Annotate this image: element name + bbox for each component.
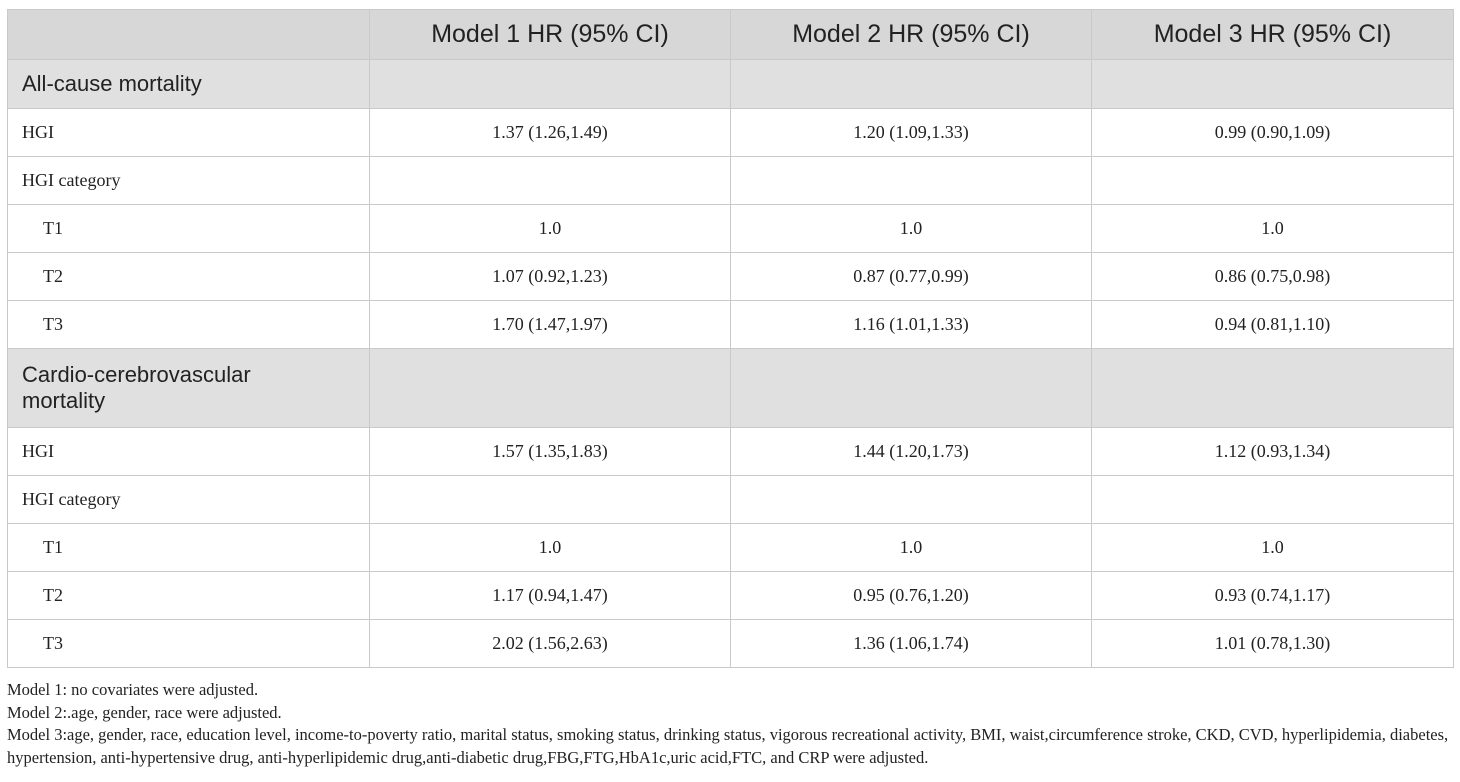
table-row: HGI 1.57 (1.35,1.83) 1.44 (1.20,1.73) 1.… [7, 427, 1454, 476]
model-1-value [369, 475, 731, 524]
model-3-value: 1.0 [1091, 523, 1454, 572]
header-model-2: Model 2 HR (95% CI) [730, 9, 1092, 60]
row-label: T2 [7, 252, 370, 301]
section-empty-cell [369, 348, 731, 428]
model-1-value: 1.0 [369, 204, 731, 253]
model-2-value: 1.0 [730, 523, 1092, 572]
header-cell-blank [7, 9, 370, 60]
footnote-model-1: Model 1: no covariates were adjusted. [7, 680, 259, 699]
section-empty-cell [730, 59, 1092, 109]
section-empty-cell [1091, 59, 1454, 109]
table-row: T3 2.02 (1.56,2.63) 1.36 (1.06,1.74) 1.0… [7, 619, 1454, 668]
model-1-value: 1.70 (1.47,1.97) [369, 300, 731, 349]
table-row: T2 1.07 (0.92,1.23) 0.87 (0.77,0.99) 0.8… [7, 252, 1454, 301]
model-2-value: 1.20 (1.09,1.33) [730, 108, 1092, 157]
model-2-value: 1.44 (1.20,1.73) [730, 427, 1092, 476]
footnote-model-3: Model 3:age, gender, race, education lev… [7, 725, 1449, 767]
row-label: T3 [7, 300, 370, 349]
model-3-value: 0.93 (0.74,1.17) [1091, 571, 1454, 620]
section-title: All-cause mortality [7, 59, 370, 109]
row-label: T2 [7, 571, 370, 620]
header-row: Model 1 HR (95% CI) Model 2 HR (95% CI) … [7, 9, 1454, 60]
model-1-value: 1.0 [369, 523, 731, 572]
table-row: HGI 1.37 (1.26,1.49) 1.20 (1.09,1.33) 0.… [7, 108, 1454, 157]
header-model-3: Model 3 HR (95% CI) [1091, 9, 1454, 60]
footnote-model-2: Model 2:.age, gender, race were adjusted… [7, 702, 282, 722]
table-footnotes: Model 1: no covariates were adjusted. Mo… [7, 679, 1457, 769]
section-empty-cell [1091, 348, 1454, 428]
table-row: HGI category [7, 475, 1454, 524]
row-label: HGI category [7, 156, 370, 205]
section-header-cardio-cerebrovascular: Cardio-cerebrovascular mortality [7, 348, 1454, 428]
table-row: T1 1.0 1.0 1.0 [7, 204, 1454, 253]
row-label: HGI category [7, 475, 370, 524]
model-1-value: 1.57 (1.35,1.83) [369, 427, 731, 476]
row-label: HGI [7, 108, 370, 157]
model-3-value: 1.01 (0.78,1.30) [1091, 619, 1454, 668]
model-2-value: 0.95 (0.76,1.20) [730, 571, 1092, 620]
section-header-all-cause: All-cause mortality [7, 59, 1454, 109]
model-2-value [730, 475, 1092, 524]
model-2-value: 1.36 (1.06,1.74) [730, 619, 1092, 668]
section-title-line: mortality [22, 388, 106, 413]
table-row: T3 1.70 (1.47,1.97) 1.16 (1.01,1.33) 0.9… [7, 300, 1454, 349]
model-1-value: 1.07 (0.92,1.23) [369, 252, 731, 301]
model-1-value [369, 156, 731, 205]
model-3-value: 0.99 (0.90,1.09) [1091, 108, 1454, 157]
model-3-value [1091, 475, 1454, 524]
model-1-value: 1.17 (0.94,1.47) [369, 571, 731, 620]
section-empty-cell [730, 348, 1092, 428]
section-empty-cell [369, 59, 731, 109]
row-label: T3 [7, 619, 370, 668]
row-label: T1 [7, 523, 370, 572]
table-row: HGI category [7, 156, 1454, 205]
model-3-value: 0.86 (0.75,0.98) [1091, 252, 1454, 301]
section-title: Cardio-cerebrovascular mortality [7, 348, 370, 428]
hazard-ratio-table-container: Model 1 HR (95% CI) Model 2 HR (95% CI) … [7, 9, 1454, 668]
model-2-value: 1.16 (1.01,1.33) [730, 300, 1092, 349]
table-row: T1 1.0 1.0 1.0 [7, 523, 1454, 572]
model-3-value: 1.12 (0.93,1.34) [1091, 427, 1454, 476]
hazard-ratio-table: Model 1 HR (95% CI) Model 2 HR (95% CI) … [7, 9, 1454, 668]
model-3-value [1091, 156, 1454, 205]
model-2-value: 0.87 (0.77,0.99) [730, 252, 1092, 301]
header-model-1: Model 1 HR (95% CI) [369, 9, 731, 60]
row-label: T1 [7, 204, 370, 253]
section-title-line: Cardio-cerebrovascular [22, 362, 251, 387]
row-label: HGI [7, 427, 370, 476]
model-1-value: 1.37 (1.26,1.49) [369, 108, 731, 157]
table-row: T2 1.17 (0.94,1.47) 0.95 (0.76,1.20) 0.9… [7, 571, 1454, 620]
model-2-value: 1.0 [730, 204, 1092, 253]
model-1-value: 2.02 (1.56,2.63) [369, 619, 731, 668]
model-3-value: 0.94 (0.81,1.10) [1091, 300, 1454, 349]
model-3-value: 1.0 [1091, 204, 1454, 253]
model-2-value [730, 156, 1092, 205]
